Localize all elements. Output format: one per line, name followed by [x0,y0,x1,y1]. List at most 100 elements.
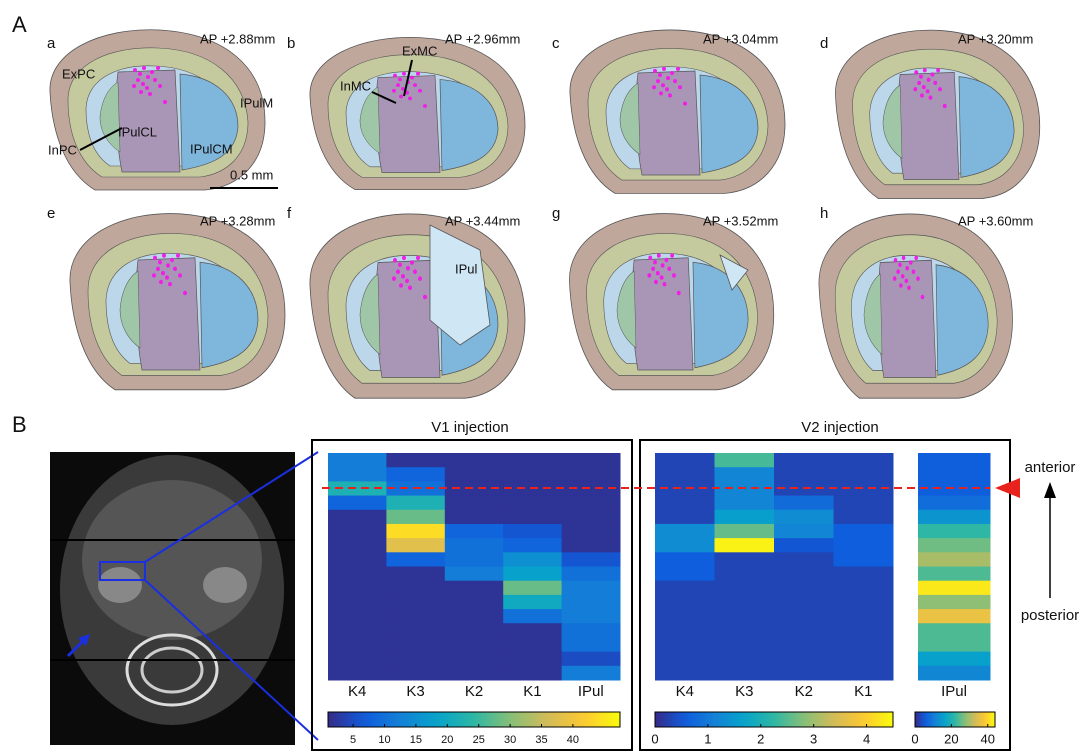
cell [445,467,504,482]
cell [386,637,445,652]
section-letter: f [287,205,292,222]
cell [503,623,562,638]
cell [503,666,562,681]
cell [562,510,621,525]
x-tick-label: K4 [676,683,694,700]
cell [715,581,775,596]
cell [445,637,504,652]
cell [715,623,775,638]
cell [328,467,387,482]
colorbar [655,712,893,727]
cell [503,581,562,596]
ap-label: AP +2.96mm [445,31,520,46]
cell [834,609,894,624]
cell [503,652,562,667]
cell [503,595,562,610]
cell [503,510,562,525]
section-letter: h [820,205,828,222]
arrow [995,478,1020,498]
cell [834,637,894,652]
cell [918,538,991,553]
region-label: IPulCL [118,124,157,139]
cell [655,552,715,567]
page: A aAP +2.88mmbAP +2.96mmcAP +3.04mmdAP +… [0,0,1088,752]
cell [918,581,991,596]
cell [445,595,504,610]
cell [774,453,834,468]
cell [503,467,562,482]
cell [774,510,834,525]
cell [445,453,504,468]
cell [445,666,504,681]
colorbar-tick-label: 35 [535,734,547,746]
cell [834,510,894,525]
cell [445,496,504,511]
region-label: IPul [455,261,478,276]
mri-image [50,452,318,745]
cell [918,467,991,482]
ap-label: AP +3.20mm [958,31,1033,46]
cell [503,453,562,468]
cell [562,552,621,567]
panel-label: B [12,412,27,437]
cell [918,524,991,539]
region-label: IPulM [240,95,273,110]
ap-label: AP +3.52mm [703,213,778,228]
cell [774,666,834,681]
cell [715,637,775,652]
cell [386,453,445,468]
cell [655,581,715,596]
x-tick-label: K1 [523,683,541,700]
section-letter: c [552,35,560,52]
cell [445,581,504,596]
cell [386,595,445,610]
x-tick-label: IPul [941,683,967,700]
figure: A aAP +2.88mmbAP +2.96mmcAP +3.04mmdAP +… [0,0,1088,752]
cell [445,552,504,567]
cell [562,496,621,511]
cell [386,552,445,567]
region-label: IPulCM [190,141,233,156]
colorbar-tick-label: 4 [863,731,870,746]
cell [834,666,894,681]
cell [918,510,991,525]
cell [562,538,621,553]
colorbar-tick-label: 10 [378,734,390,746]
cell [503,609,562,624]
cell [655,510,715,525]
cell [774,652,834,667]
cell [328,652,387,667]
cell [774,524,834,539]
cell [386,623,445,638]
cell [715,652,775,667]
cell [774,595,834,610]
cell [834,538,894,553]
cell [918,637,991,652]
cell [655,453,715,468]
cell [445,538,504,553]
cell [503,552,562,567]
section-letter: a [47,35,56,52]
cell [503,637,562,652]
x-tick-label: IPul [578,683,604,700]
x-tick-label: K1 [854,683,872,700]
cell [328,524,387,539]
cell [918,567,991,582]
x-tick-label: K2 [795,683,813,700]
cell [328,581,387,596]
x-tick-label: K3 [735,683,753,700]
x-tick-label: K2 [465,683,483,700]
cell [445,609,504,624]
cell [328,453,387,468]
cell [655,567,715,582]
cell [715,467,775,482]
cell [834,552,894,567]
cell [918,552,991,567]
section-letter: e [47,205,55,222]
cell [386,510,445,525]
cell [774,467,834,482]
x-tick-label: K4 [348,683,366,700]
cell [834,652,894,667]
cell [562,567,621,582]
cell [834,453,894,468]
